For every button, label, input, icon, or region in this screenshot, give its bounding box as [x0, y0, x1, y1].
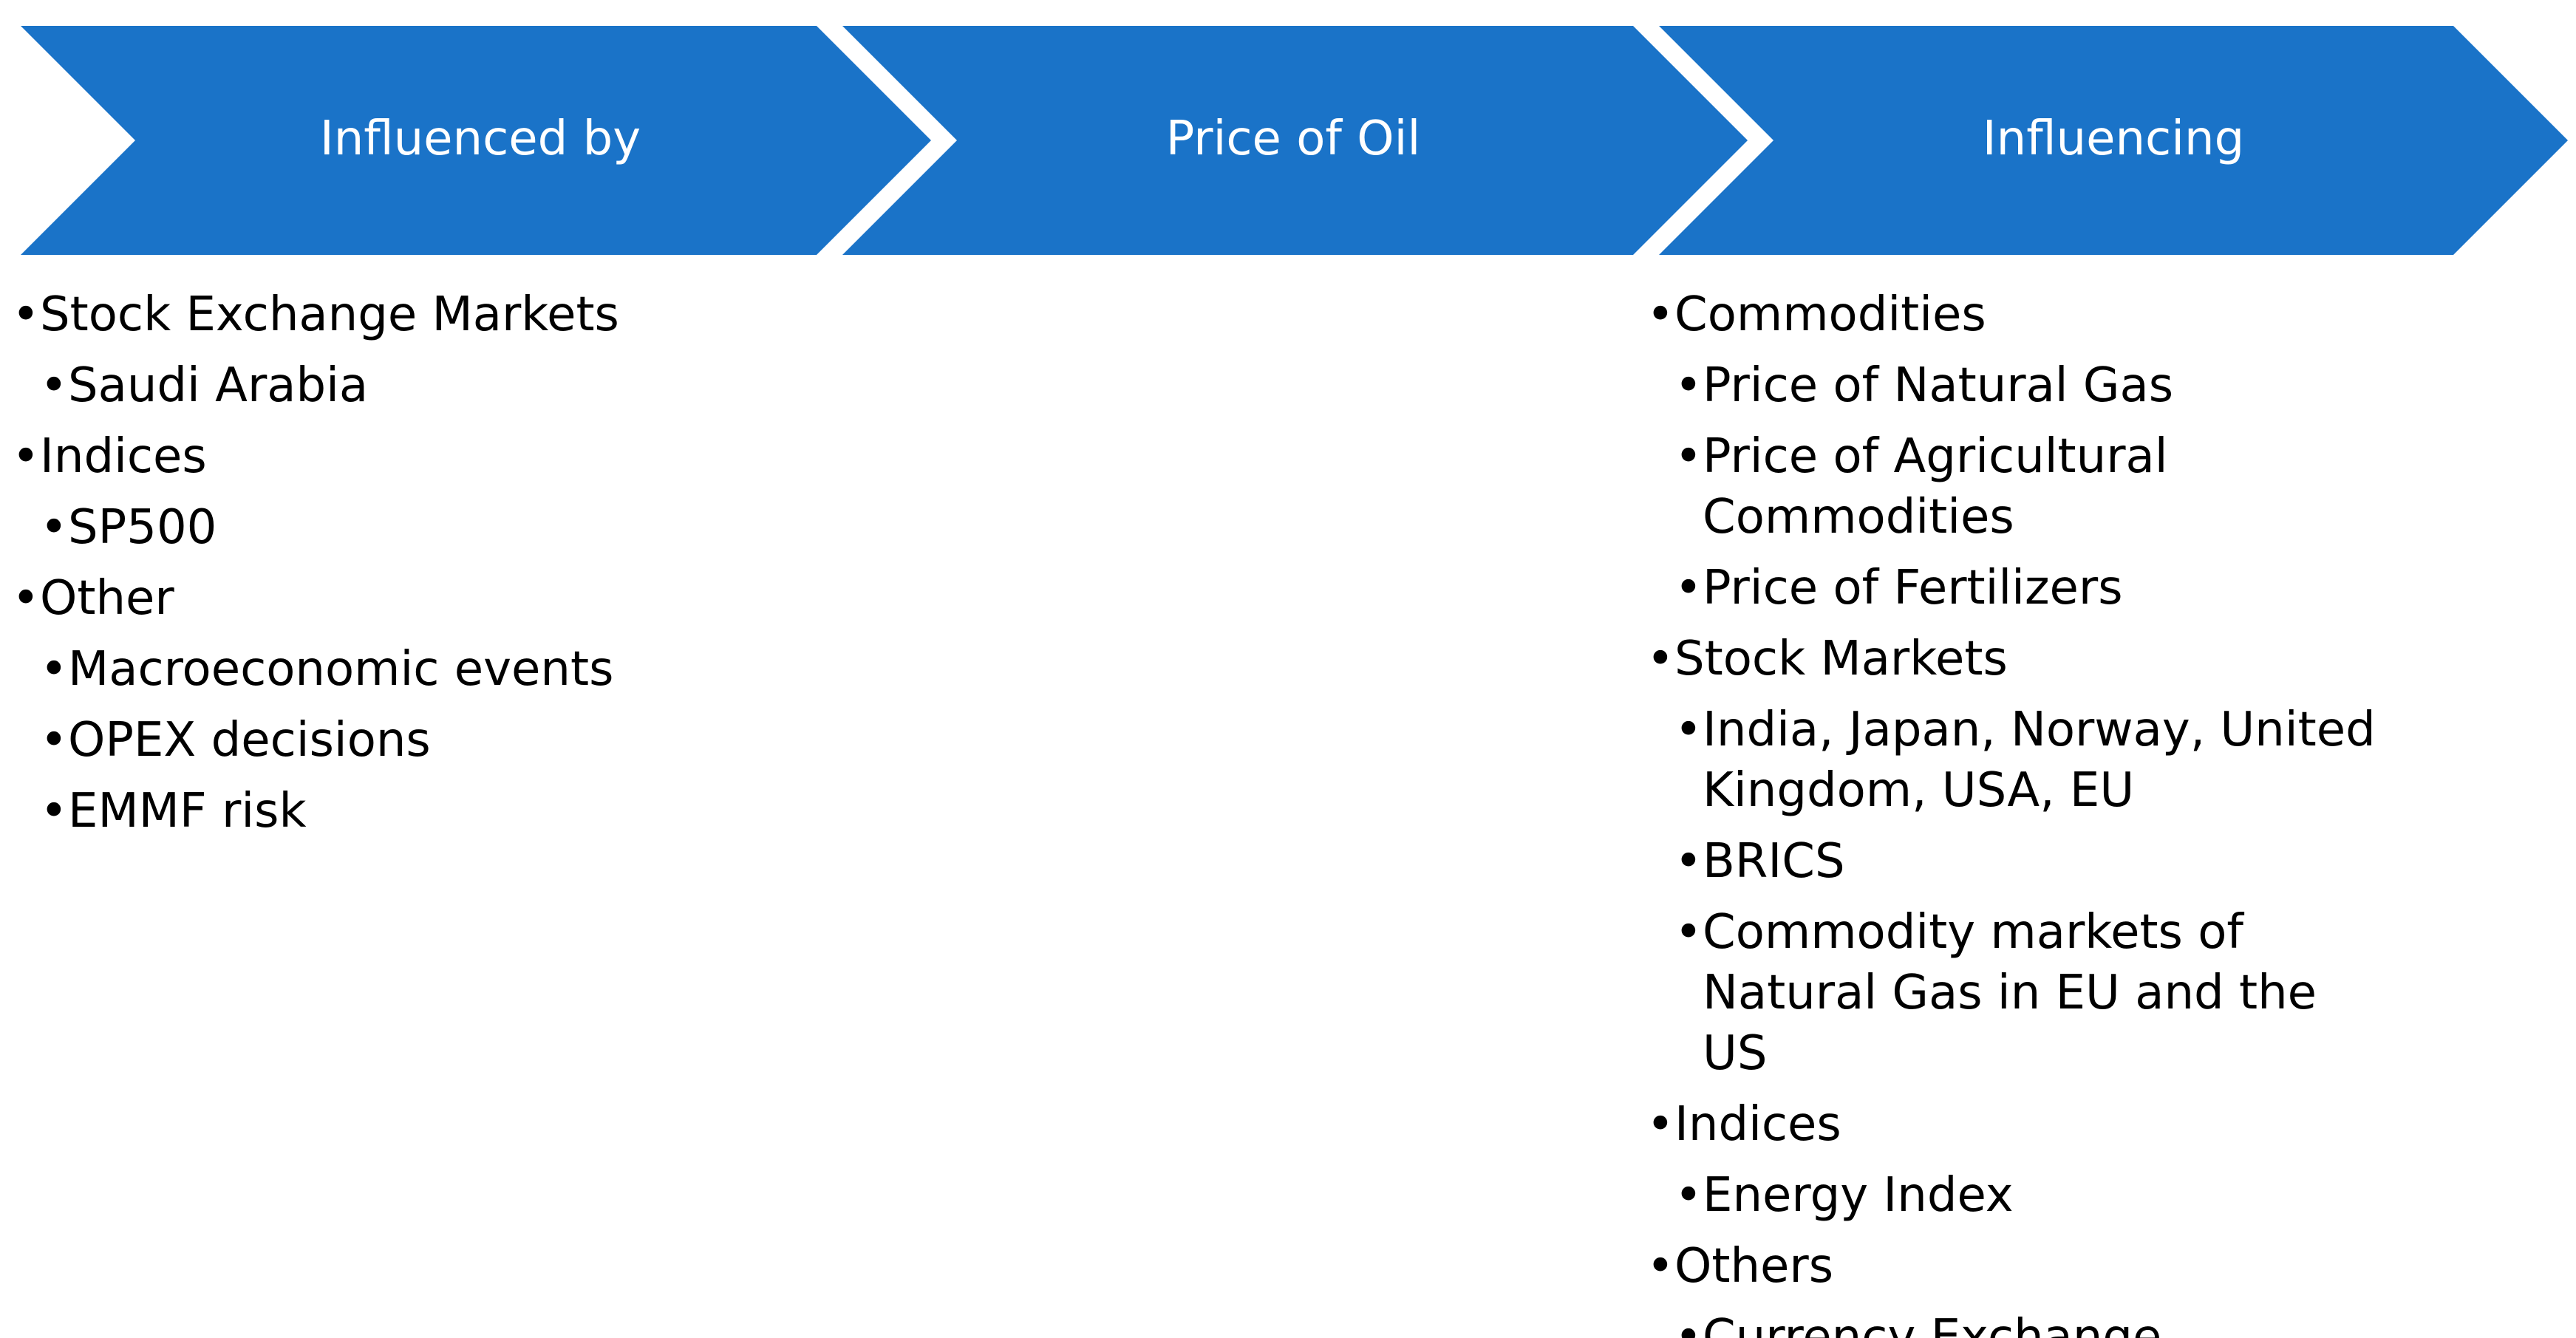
- bullet-label: Indices: [40, 429, 207, 484]
- sub-bullet-item: • India, Japan, Norway, United Kingdom, U…: [1646, 700, 2385, 821]
- sub-bullet-item: • Currency Exchange: [1646, 1307, 2385, 1338]
- bullet-dot: •: [1646, 1097, 1674, 1152]
- bullet-dot: •: [1646, 632, 1674, 686]
- bullet-dot: •: [1674, 703, 1703, 757]
- chevron-label-price-of-oil: Price of Oil: [1165, 112, 1421, 166]
- bullet-dot: •: [1646, 1239, 1674, 1294]
- bullet-label: Other: [40, 571, 174, 626]
- sub-bullet-label: EMMF risk: [68, 784, 307, 839]
- sub-bullet-label: Macroeconomic events: [68, 642, 614, 697]
- sub-bullet-item: • Macroeconomic events: [12, 639, 677, 700]
- influencing-list: • Commodities • Price of Natural Gas • Price …: [1646, 284, 2385, 1338]
- bullet-item: • Indices: [1646, 1094, 2385, 1155]
- sub-bullet-item: • OPEX decisions: [12, 710, 677, 771]
- influenced-by-list: • Stock Exchange Markets • Saudi Arabia • Ind…: [12, 284, 677, 852]
- sub-bullet-label: India, Japan, Norway, United Kingdom, US…: [1703, 703, 2376, 818]
- bullet-label: Others: [1674, 1239, 1834, 1294]
- chevron-label-influenced-by: Influenced by: [319, 112, 641, 166]
- bullet-dot: •: [1674, 561, 1703, 615]
- bullet-item: • Commodities: [1646, 284, 2385, 345]
- bullet-label: Stock Markets: [1674, 632, 2008, 686]
- chevron-label-influencing: Influencing: [1982, 112, 2245, 166]
- sub-bullet-label: Currency Exchange: [1703, 1310, 2162, 1338]
- bullet-item: • Stock Markets: [1646, 629, 2385, 689]
- bullet-dot: •: [1674, 1168, 1703, 1223]
- sub-bullet-item: • Energy Index: [1646, 1165, 2385, 1226]
- sub-bullet-item: • Commodity markets of Natural Gas in EU …: [1646, 902, 2385, 1084]
- bullet-dot: •: [1674, 429, 1703, 484]
- bullet-item: • Stock Exchange Markets: [12, 284, 677, 345]
- bullet-item: • Indices: [12, 426, 677, 487]
- bullet-dot: •: [40, 500, 68, 555]
- bullet-dot: •: [12, 287, 40, 342]
- sub-bullet-label: Commodity markets of Natural Gas in EU a…: [1703, 905, 2317, 1081]
- bullet-dot: •: [40, 642, 68, 697]
- sub-bullet-label: Price of Natural Gas: [1703, 358, 2174, 413]
- bullet-dot: •: [12, 571, 40, 626]
- sub-bullet-label: Energy Index: [1703, 1168, 2014, 1223]
- bullet-dot: •: [1646, 287, 1674, 342]
- bullet-dot: •: [1674, 358, 1703, 413]
- bullet-dot: •: [1674, 905, 1703, 960]
- bullet-dot: •: [1674, 1310, 1703, 1338]
- chevron-price-of-oil: [842, 26, 1748, 255]
- sub-bullet-item: • Price of Fertilizers: [1646, 558, 2385, 618]
- bullet-dot: •: [40, 784, 68, 839]
- chevron-influenced-by: [21, 26, 931, 255]
- bullet-dot: •: [1674, 834, 1703, 889]
- bullet-label: Stock Exchange Markets: [40, 287, 619, 342]
- sub-bullet-item: • EMMF risk: [12, 781, 677, 842]
- bullet-item: • Other: [12, 568, 677, 629]
- sub-bullet-label: Price of Fertilizers: [1703, 561, 2123, 615]
- bullet-dot: •: [40, 713, 68, 768]
- bullet-dot: •: [12, 429, 40, 484]
- bullet-dot: •: [40, 358, 68, 413]
- chevron-influencing: [1659, 26, 2568, 255]
- sub-bullet-item: • Price of Natural Gas: [1646, 355, 2385, 416]
- sub-bullet-label: BRICS: [1703, 834, 1845, 889]
- bullet-label: Commodities: [1674, 287, 1986, 342]
- bullet-label: Indices: [1674, 1097, 1841, 1152]
- sub-bullet-item: • BRICS: [1646, 831, 2385, 892]
- sub-bullet-item: • SP500: [12, 497, 677, 558]
- sub-bullet-item: • Saudi Arabia: [12, 355, 677, 416]
- bullet-item: • Others: [1646, 1236, 2385, 1297]
- sub-bullet-label: Saudi Arabia: [68, 358, 369, 413]
- sub-bullet-item: • Price of Agricultural Commodities: [1646, 426, 2385, 547]
- sub-bullet-label: SP500: [68, 500, 217, 555]
- sub-bullet-label: OPEX decisions: [68, 713, 431, 768]
- sub-bullet-label: Price of Agricultural Commodities: [1703, 429, 2168, 545]
